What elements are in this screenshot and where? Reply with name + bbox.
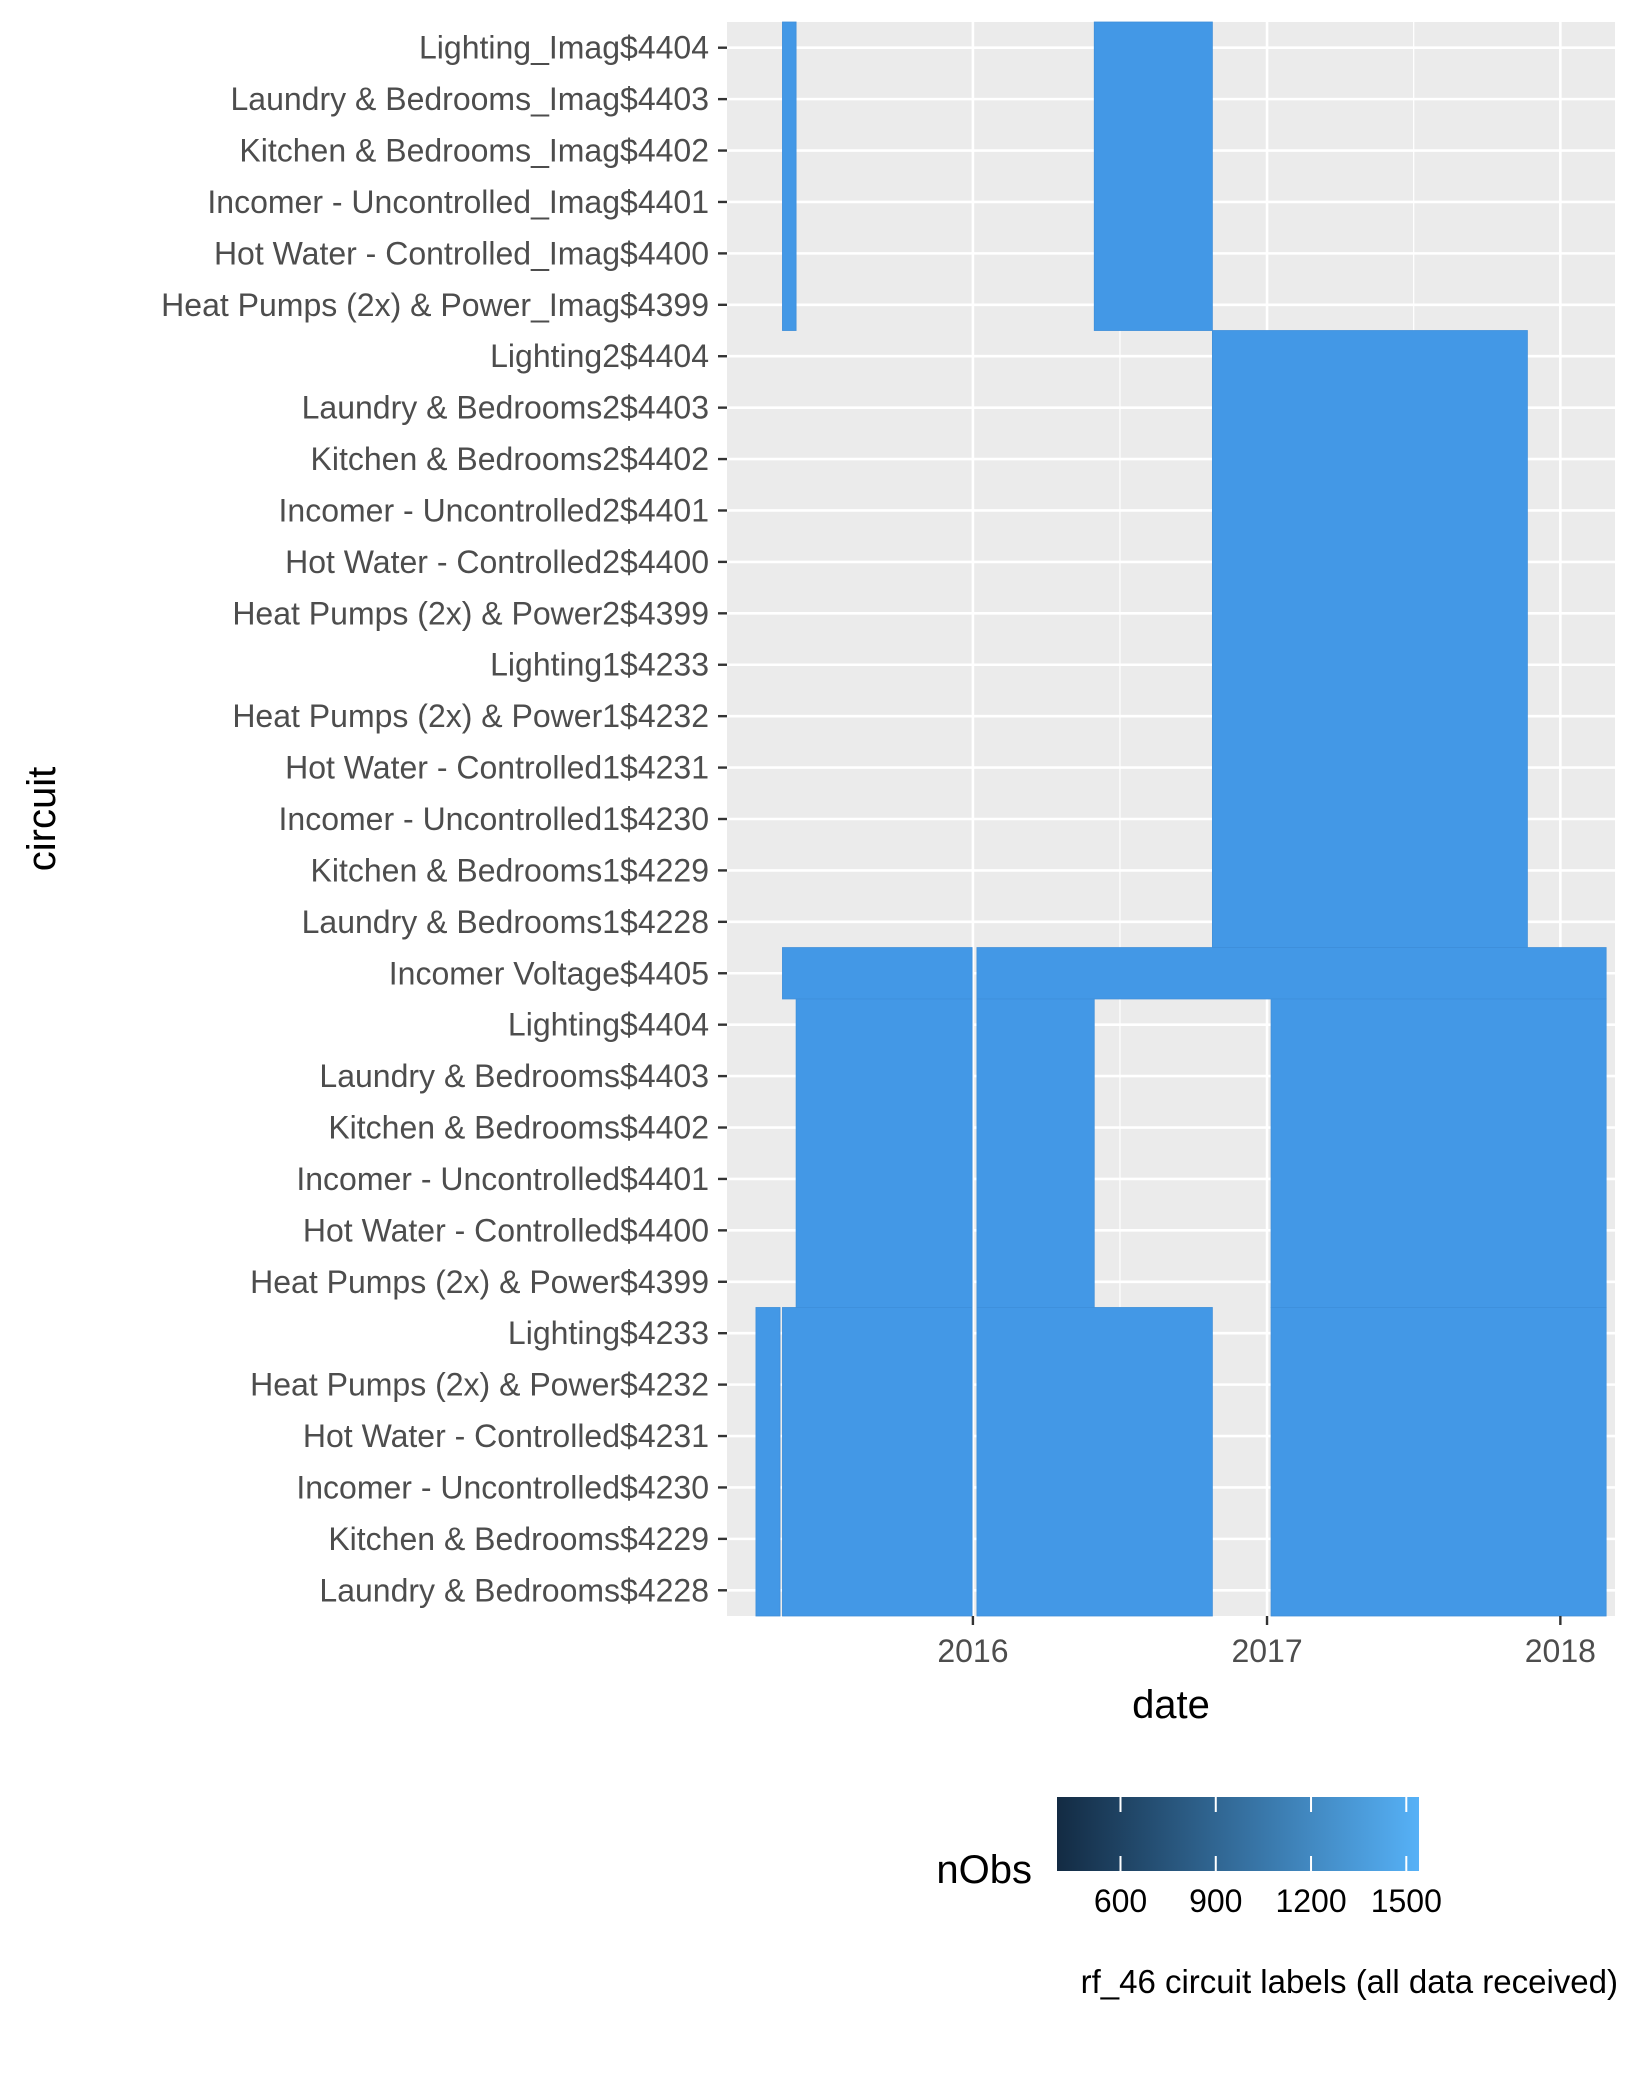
legend-title: nObs: [936, 1848, 1032, 1892]
y-tick-label: Incomer - Uncontrolled1$4230: [279, 801, 709, 837]
y-tick-label: Incomer Voltage$4405: [389, 955, 709, 991]
y-tick-label: Hot Water - Controlled$4400: [303, 1212, 709, 1248]
y-tick-label: Laundry & Bedrooms$4403: [319, 1058, 709, 1094]
legend-tick-label: 900: [1189, 1883, 1242, 1919]
legend-colorbar: [1057, 1797, 1419, 1871]
chart-caption: rf_46 circuit labels (all data received): [1081, 1963, 1618, 2000]
y-tick-label: Lighting2$4404: [490, 338, 709, 374]
y-tick-label: Hot Water - Controlled_Imag$4400: [214, 235, 709, 271]
y-tick-label: Lighting$4233: [508, 1315, 709, 1351]
y-tick-label: Kitchen & Bedrooms$4402: [328, 1110, 709, 1146]
x-axis-title: date: [1132, 1683, 1210, 1727]
coverage-tile: [755, 1307, 781, 1617]
y-tick-label: Kitchen & Bedrooms2$4402: [311, 441, 709, 477]
y-tick-label: Heat Pumps (2x) & Power1$4232: [232, 698, 709, 734]
legend-ticks: 600 900 1200 1500: [1094, 1797, 1442, 1919]
coverage-tiles: [755, 21, 1607, 1617]
y-tick-label: Incomer - Uncontrolled$4230: [296, 1469, 709, 1505]
x-tick-label: 2017: [1231, 1633, 1302, 1669]
y-axis: Lighting_Imag$4404 Laundry & Bedrooms_Ima…: [161, 30, 727, 1608]
coverage-tile: [1093, 21, 1213, 331]
coverage-tile: [1270, 1307, 1607, 1617]
y-tick-label: Incomer - Uncontrolled2$4401: [279, 492, 709, 528]
y-tick-label: Hot Water - Controlled2$4400: [285, 544, 709, 580]
y-tick-label: Laundry & Bedrooms$4228: [319, 1572, 709, 1608]
coverage-tile: [782, 1307, 973, 1617]
legend-tick-label: 1500: [1371, 1883, 1442, 1919]
y-tick-label: Hot Water - Controlled1$4231: [285, 750, 709, 786]
y-tick-label: Laundry & Bedrooms_Imag$4403: [230, 81, 709, 117]
y-tick-label: Incomer - Uncontrolled_Imag$4401: [207, 184, 709, 220]
y-tick-label: Lighting_Imag$4404: [419, 30, 709, 66]
y-tick-label: Laundry & Bedrooms1$4228: [302, 904, 709, 940]
x-axis: 2016 2017 2018: [937, 1616, 1596, 1669]
y-tick-label: Kitchen & Bedrooms1$4229: [311, 852, 709, 888]
y-tick-label: Heat Pumps (2x) & Power_Imag$4399: [161, 287, 709, 323]
y-tick-label: Heat Pumps (2x) & Power$4232: [250, 1367, 709, 1403]
y-tick-label: Hot Water - Controlled$4231: [303, 1418, 709, 1454]
y-tick-label: Laundry & Bedrooms2$4403: [302, 390, 709, 426]
coverage-tile: [976, 998, 1095, 1308]
y-tick-label: Incomer - Uncontrolled$4401: [296, 1161, 709, 1197]
x-tick-label: 2018: [1525, 1633, 1596, 1669]
y-tick-label: Kitchen & Bedrooms$4229: [328, 1521, 709, 1557]
legend-tick-label: 600: [1094, 1883, 1147, 1919]
y-tick-label: Kitchen & Bedrooms_Imag$4402: [239, 133, 709, 169]
coverage-tile: [1211, 330, 1528, 948]
y-tick-label: Lighting$4404: [508, 1007, 709, 1043]
legend: nObs 600 900 1200 1500: [936, 1797, 1442, 1919]
coverage-tile: [782, 947, 973, 1000]
coverage-tile: [976, 1307, 1213, 1617]
coverage-tile: [782, 21, 797, 331]
y-tick-label: Heat Pumps (2x) & Power2$4399: [232, 595, 709, 631]
coverage-tile: [795, 998, 973, 1308]
coverage-tile: [976, 947, 1607, 1000]
coverage-tile: [1270, 998, 1607, 1308]
y-tick-label: Lighting1$4233: [490, 647, 709, 683]
y-tick-label: Heat Pumps (2x) & Power$4399: [250, 1264, 709, 1300]
y-axis-title: circuit: [20, 767, 64, 871]
legend-tick-label: 1200: [1275, 1883, 1346, 1919]
x-tick-label: 2016: [937, 1633, 1008, 1669]
